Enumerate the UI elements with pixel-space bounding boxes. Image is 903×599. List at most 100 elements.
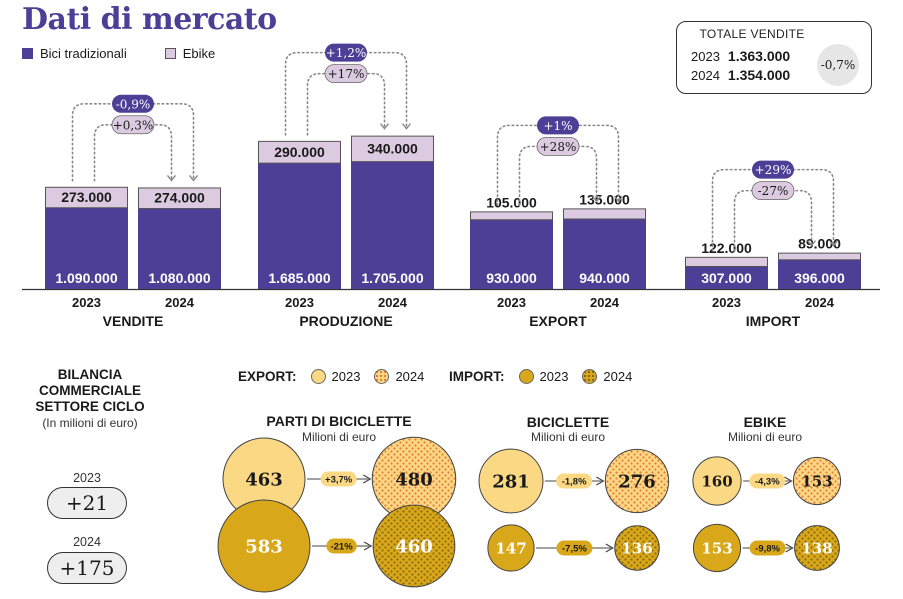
legend-dot-import-2023 — [518, 369, 534, 384]
change-badge — [326, 538, 357, 554]
bar-trad — [778, 259, 861, 289]
change-label-trad: +1% — [543, 119, 572, 133]
import-legend-label: IMPORT: — [449, 369, 505, 384]
legend-label-ebike: Ebike — [182, 46, 216, 61]
totale-row-2024: 2024 1.354.000 — [691, 67, 790, 83]
change-badge — [556, 540, 593, 556]
bilancia-value-2023: +21 — [47, 487, 127, 519]
change-badge-trad — [325, 43, 367, 62]
panel-subtitle-parti: Milioni di euro — [301, 430, 377, 444]
change-label: -7,5% — [562, 544, 587, 555]
bar-trad — [685, 265, 768, 289]
totale-value: 1.354.000 — [727, 67, 791, 83]
x-tick-label: 2023 — [712, 295, 741, 310]
x-tick-label: 2024 — [590, 295, 620, 310]
change-badge — [749, 473, 786, 489]
data-label-ebike: 135.000 — [579, 191, 630, 207]
change-badge-trad — [112, 94, 154, 113]
bilancia-title-line: BILANCIA — [57, 367, 123, 382]
change-badge-ebike — [536, 136, 580, 156]
bubble-label: 281 — [492, 471, 530, 492]
legend-year: 2023 — [539, 369, 569, 384]
legend-dot-export-2024 — [374, 369, 390, 384]
bubble-label: 147 — [495, 539, 526, 557]
legend-item-trad: Bici tradizionali — [22, 46, 127, 61]
bar-trad — [351, 161, 434, 289]
group-label: VENDITE — [103, 313, 164, 329]
arrow-head-icon — [613, 195, 624, 203]
bubble-label: 138 — [801, 539, 832, 557]
arrow-head-icon — [605, 543, 614, 553]
legend-year: 2024 — [395, 369, 425, 384]
arrow-head-icon — [591, 195, 602, 203]
totale-title: TOTALE VENDITE — [699, 27, 805, 41]
bubble-export-2023 — [478, 448, 544, 514]
bar-ebike — [351, 135, 434, 163]
change-arrow-ebike — [518, 145, 598, 207]
export-legend-label: EXPORT: — [238, 369, 297, 384]
data-label-trad: 1.090.000 — [55, 270, 117, 286]
data-label-ebike: 105.000 — [486, 194, 537, 210]
change-label: -1,8% — [562, 477, 587, 488]
panel-title-ebike: EBIKE — [743, 414, 787, 430]
totale-year: 2023 — [691, 49, 720, 64]
change-badge-ebike — [324, 64, 368, 84]
arrow-head-icon — [784, 476, 793, 486]
arrow-head-icon — [363, 541, 373, 551]
change-label-ebike: +28% — [540, 140, 577, 154]
bubble-import-2024 — [794, 525, 840, 571]
bubble-import-2023 — [217, 499, 311, 593]
arrow-head-icon — [379, 123, 390, 130]
legend-year: 2023 — [331, 369, 361, 384]
change-label: -4,3% — [755, 477, 780, 488]
group-label: EXPORT — [529, 313, 587, 329]
arrow-head-icon — [596, 476, 605, 486]
legend-item-ebike: Ebike — [164, 46, 216, 61]
bilancia-title-line: SETTORE CICLO — [35, 399, 145, 414]
change-label-ebike: +17% — [328, 67, 365, 81]
bubble-import-2024 — [372, 504, 456, 588]
arrow-head-icon — [362, 474, 372, 484]
bilancia-title-line: COMMERCIALE — [39, 383, 141, 398]
change-label: +3,7% — [325, 475, 353, 486]
panel-title-parti: PARTI DI BICICLETTE — [266, 413, 412, 429]
bar-trad — [563, 218, 646, 289]
import-legend: IMPORT: 2023 2024 — [449, 369, 632, 384]
arrow-head-icon — [806, 240, 817, 247]
data-label-ebike: 273.000 — [61, 189, 112, 205]
data-label-trad: 940.000 — [579, 270, 630, 286]
bubble-label: 153 — [801, 472, 832, 490]
change-label-trad: +29% — [755, 163, 792, 177]
bar-ebike — [685, 256, 768, 267]
arrow-head-icon — [828, 240, 839, 247]
bar-trad — [470, 219, 553, 289]
page-title: Dati di mercato — [22, 2, 277, 37]
panel-title-bici: BICICLETTE — [526, 414, 610, 430]
legend-year: 2024 — [603, 369, 633, 384]
legend-label-trad: Bici tradizionali — [40, 46, 127, 61]
bubble-export-2024 — [604, 448, 670, 514]
x-tick-label: 2024 — [805, 295, 835, 310]
change-badge — [320, 471, 357, 487]
change-label: -21% — [330, 542, 353, 553]
arrow-head-icon — [166, 175, 177, 182]
data-label-trad: 1.080.000 — [148, 270, 210, 286]
bubble-label: 153 — [701, 539, 732, 557]
legend-dot-import-2024 — [582, 369, 598, 384]
data-label-trad: 307.000 — [701, 270, 752, 286]
bar-trad — [258, 162, 341, 289]
legend-swatch-ebike — [164, 48, 176, 59]
totale-vendite-box: TOTALE VENDITE 2023 1.363.000 2024 1.354.0… — [676, 21, 872, 94]
legend-swatch-trad — [22, 48, 33, 59]
bar-ebike — [563, 208, 646, 220]
totale-value: 1.363.000 — [727, 48, 791, 64]
bubble-label: 276 — [618, 471, 656, 492]
bubble-label: 583 — [245, 536, 283, 557]
bilancia-year-2023: 2023 — [73, 471, 101, 485]
bubble-export-2023 — [692, 456, 742, 506]
bar-ebike — [778, 252, 861, 261]
totale-row-2023: 2023 1.363.000 — [691, 48, 790, 64]
bar-ebike — [45, 186, 128, 209]
